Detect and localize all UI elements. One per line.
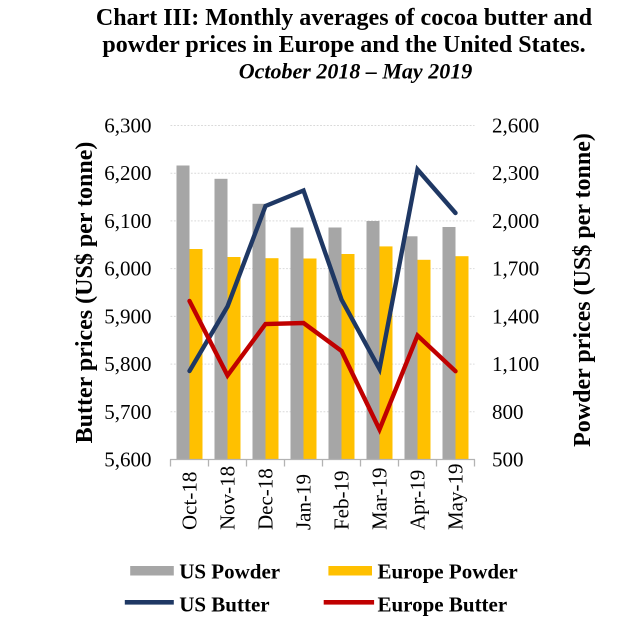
svg-text:Oct-18: Oct-18 xyxy=(178,472,202,530)
svg-text:US Powder: US Powder xyxy=(179,560,280,584)
svg-text:US Butter: US Butter xyxy=(179,593,269,617)
svg-text:5,600: 5,600 xyxy=(104,448,151,472)
svg-text:Mar-19: Mar-19 xyxy=(368,467,392,530)
svg-text:May-19: May-19 xyxy=(444,464,468,531)
svg-text:5,700: 5,700 xyxy=(104,400,151,424)
svg-text:6,100: 6,100 xyxy=(104,209,151,233)
svg-text:6,300: 6,300 xyxy=(104,114,151,138)
svg-text:Apr-19: Apr-19 xyxy=(406,470,430,530)
svg-text:6,200: 6,200 xyxy=(104,161,151,185)
svg-text:6,000: 6,000 xyxy=(104,257,151,281)
svg-text:5,800: 5,800 xyxy=(104,352,151,376)
svg-text:2,000: 2,000 xyxy=(492,209,539,233)
svg-text:Europe Powder: Europe Powder xyxy=(378,560,518,584)
svg-text:Jan-19: Jan-19 xyxy=(292,474,316,530)
svg-text:Butter prices (US$ per tonne): Butter prices (US$ per tonne) xyxy=(72,142,98,444)
svg-text:500: 500 xyxy=(492,448,524,472)
svg-text:October 2018 – May 2019: October 2018 – May 2019 xyxy=(239,59,472,84)
svg-text:Chart III: Monthly averages of: Chart III: Monthly averages of cocoa but… xyxy=(96,5,593,31)
svg-text:Feb-19: Feb-19 xyxy=(330,471,354,531)
svg-text:1,400: 1,400 xyxy=(492,304,539,328)
svg-text:Powder prices (US$ per tonne): Powder prices (US$ per tonne) xyxy=(570,133,596,447)
svg-text:powder prices in Europe and th: powder prices in Europe and the United S… xyxy=(102,32,585,58)
svg-text:2,600: 2,600 xyxy=(492,114,539,138)
svg-text:Europe Butter: Europe Butter xyxy=(378,593,508,617)
svg-text:800: 800 xyxy=(492,400,524,424)
svg-text:1,100: 1,100 xyxy=(492,352,539,376)
svg-text:1,700: 1,700 xyxy=(492,257,539,281)
svg-text:2,300: 2,300 xyxy=(492,161,539,185)
svg-text:5,900: 5,900 xyxy=(104,304,151,328)
svg-text:Dec-18: Dec-18 xyxy=(254,468,278,530)
svg-text:Nov-18: Nov-18 xyxy=(216,466,240,530)
